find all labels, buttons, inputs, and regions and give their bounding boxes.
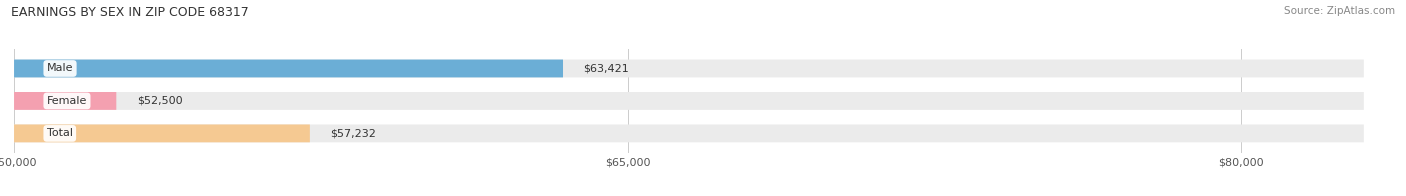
FancyBboxPatch shape xyxy=(14,92,117,110)
FancyBboxPatch shape xyxy=(14,124,309,142)
Text: Female: Female xyxy=(46,96,87,106)
Text: $52,500: $52,500 xyxy=(136,96,183,106)
Text: $63,421: $63,421 xyxy=(583,64,630,74)
FancyBboxPatch shape xyxy=(14,60,1364,77)
Text: $57,232: $57,232 xyxy=(330,128,377,138)
FancyBboxPatch shape xyxy=(14,124,1364,142)
Text: Total: Total xyxy=(46,128,73,138)
Text: EARNINGS BY SEX IN ZIP CODE 68317: EARNINGS BY SEX IN ZIP CODE 68317 xyxy=(11,6,249,19)
Text: Source: ZipAtlas.com: Source: ZipAtlas.com xyxy=(1284,6,1395,16)
FancyBboxPatch shape xyxy=(14,92,1364,110)
Text: Male: Male xyxy=(46,64,73,74)
FancyBboxPatch shape xyxy=(14,60,562,77)
